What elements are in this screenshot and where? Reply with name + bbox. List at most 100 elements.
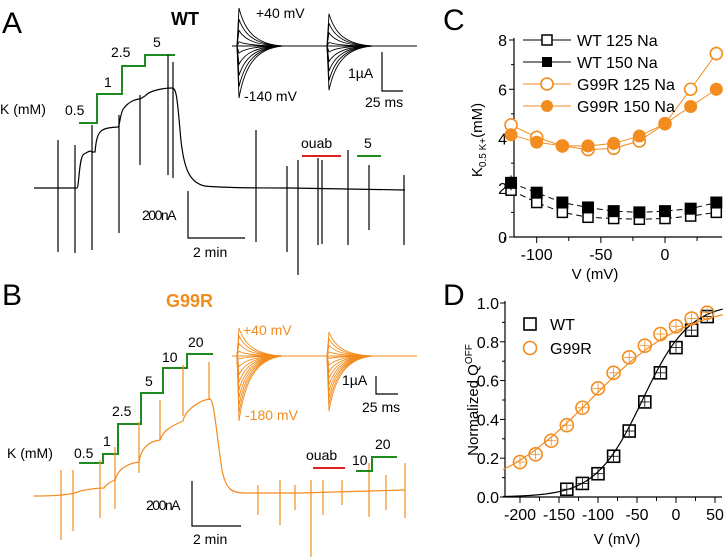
x-tick-label-d: 0	[672, 507, 681, 524]
x-tick-label-c: -50	[589, 247, 612, 264]
y-tick-label-c: 8	[498, 33, 507, 50]
fit-curve-g99r	[502, 314, 723, 471]
data-point	[684, 311, 699, 326]
panel-b: B G99R K (mM) 0.5 1 2.5 5 10 20 ouab 10 …	[2, 279, 417, 557]
legend-label: G99R 150 Na	[577, 99, 675, 116]
data-point	[555, 139, 569, 153]
data-point	[637, 395, 652, 409]
y-tick-label-c: 4	[498, 132, 507, 149]
data-point	[530, 196, 543, 209]
k-steps-line-b	[79, 353, 213, 464]
data-point	[709, 46, 724, 61]
data-point	[556, 196, 569, 209]
inset-transient	[236, 355, 283, 414]
inset-transient	[236, 45, 283, 66]
k-step-label: 5	[153, 34, 161, 50]
inset-scale-x-b: 25 ms	[362, 399, 400, 415]
k-steps-line-a	[79, 54, 175, 124]
y-tick-label-d: 1.0	[477, 296, 499, 313]
inset-transient	[326, 23, 373, 47]
data-point	[590, 381, 606, 396]
plot-c	[504, 46, 724, 226]
panel-letter-b: B	[2, 279, 22, 312]
fit-curve-wt	[502, 308, 723, 498]
k-step-label: 5	[145, 373, 153, 389]
data-point	[637, 338, 653, 353]
inset-transient	[236, 45, 283, 99]
scale-bar-b	[191, 481, 241, 527]
panel-b-title: G99R	[166, 291, 213, 311]
data-point	[528, 447, 543, 462]
k-label-a: K (mM)	[0, 101, 46, 117]
inset-transient	[236, 19, 283, 47]
inset-scale-bar-a	[381, 52, 403, 92]
y-tick-label-d: 0.2	[477, 451, 499, 468]
axes-d: 0.0 0.2 0.4 0.6 0.8 1.0 -200 -150 -100 -50 0 50	[477, 296, 724, 524]
inset-traces-b	[232, 327, 417, 422]
x-tick-label-c: -100	[521, 247, 553, 264]
data-point	[581, 139, 595, 153]
post-ouab-k-label-b: 20	[375, 436, 391, 452]
data-point	[621, 350, 637, 365]
y-label-main-d: Normalized Q	[465, 364, 482, 456]
y-label-sub-d: OFF	[464, 344, 475, 364]
data-point	[530, 135, 544, 149]
series-line-wt-150-na	[510, 182, 717, 213]
panel-a-title: WT	[171, 9, 199, 29]
scale-x-label-a: 2 min	[193, 244, 227, 260]
legend-label: G99R 125 Na	[577, 77, 675, 94]
panel-letter-d: D	[443, 279, 465, 312]
data-point	[633, 206, 646, 219]
inset-transient	[326, 355, 373, 412]
x-tick-label-d: -50	[625, 507, 648, 524]
inset-top-label-b: +40 mV	[243, 322, 292, 338]
inset-traces-a	[232, 7, 417, 99]
data-point	[653, 366, 668, 380]
data-point	[607, 136, 621, 150]
data-point	[607, 205, 620, 218]
current-trace-a	[34, 87, 406, 191]
data-point	[632, 129, 646, 143]
legend-label: WT 150 Na	[577, 55, 658, 72]
post-ouab-k-label-a: 5	[364, 135, 372, 151]
y-axis-label-d: Normalized QOFF	[464, 344, 482, 456]
scale-bar-a	[187, 191, 245, 239]
panel-letter-c: C	[443, 4, 465, 37]
legend-marker	[541, 34, 553, 46]
y-tick-label-d: 0.4	[477, 412, 499, 429]
scale-y-label-b: 200nA	[146, 497, 181, 513]
post-ouab-k-line-b	[356, 456, 397, 472]
k-step-label: 0.5	[74, 445, 94, 461]
inset-scale-y-b: 1µA	[342, 372, 368, 388]
legend-c: WT 125 Na WT 150 Na G99R 125 Na G99R 150 Na	[523, 33, 675, 116]
x-tick-label-d: -150	[543, 507, 575, 524]
y-axis-label-c: K0.5 K+(mM)	[469, 103, 489, 177]
x-axis-label-c: V (mV)	[572, 266, 619, 283]
k-step-label: 20	[188, 334, 204, 350]
inset-top-label-a: +40 mV	[256, 5, 305, 21]
data-point	[622, 424, 637, 438]
inset-transient	[326, 13, 373, 47]
inset-transient	[326, 45, 373, 63]
panel-a: A WT K (mM) 0.5 1 2.5 5 ouab 5 200nA 2 m…	[0, 5, 417, 275]
legend-label: G99R	[550, 341, 592, 358]
inset-scale-bar-b	[375, 376, 398, 395]
y-tick-label-d: 0.0	[477, 490, 499, 507]
inset-transient	[236, 355, 283, 422]
data-point	[591, 466, 605, 481]
data-point	[606, 449, 621, 464]
k-step-label: 1	[104, 74, 112, 90]
svg-text:K0.5 K+(mM): K0.5 K+(mM)	[469, 103, 489, 177]
data-point	[606, 365, 621, 381]
legend-d: WT G99R	[522, 317, 592, 358]
legend-marker	[542, 57, 552, 67]
data-point	[582, 211, 594, 224]
inset-transient	[326, 344, 373, 357]
data-point	[668, 318, 684, 334]
x-tick-label-d: 50	[706, 507, 724, 524]
k-step-label: 2.5	[112, 403, 132, 419]
inset-scale-y-a: 1µA	[348, 65, 374, 81]
y-tick-label-c: 6	[498, 82, 507, 99]
k-step-label: 1	[103, 433, 111, 449]
